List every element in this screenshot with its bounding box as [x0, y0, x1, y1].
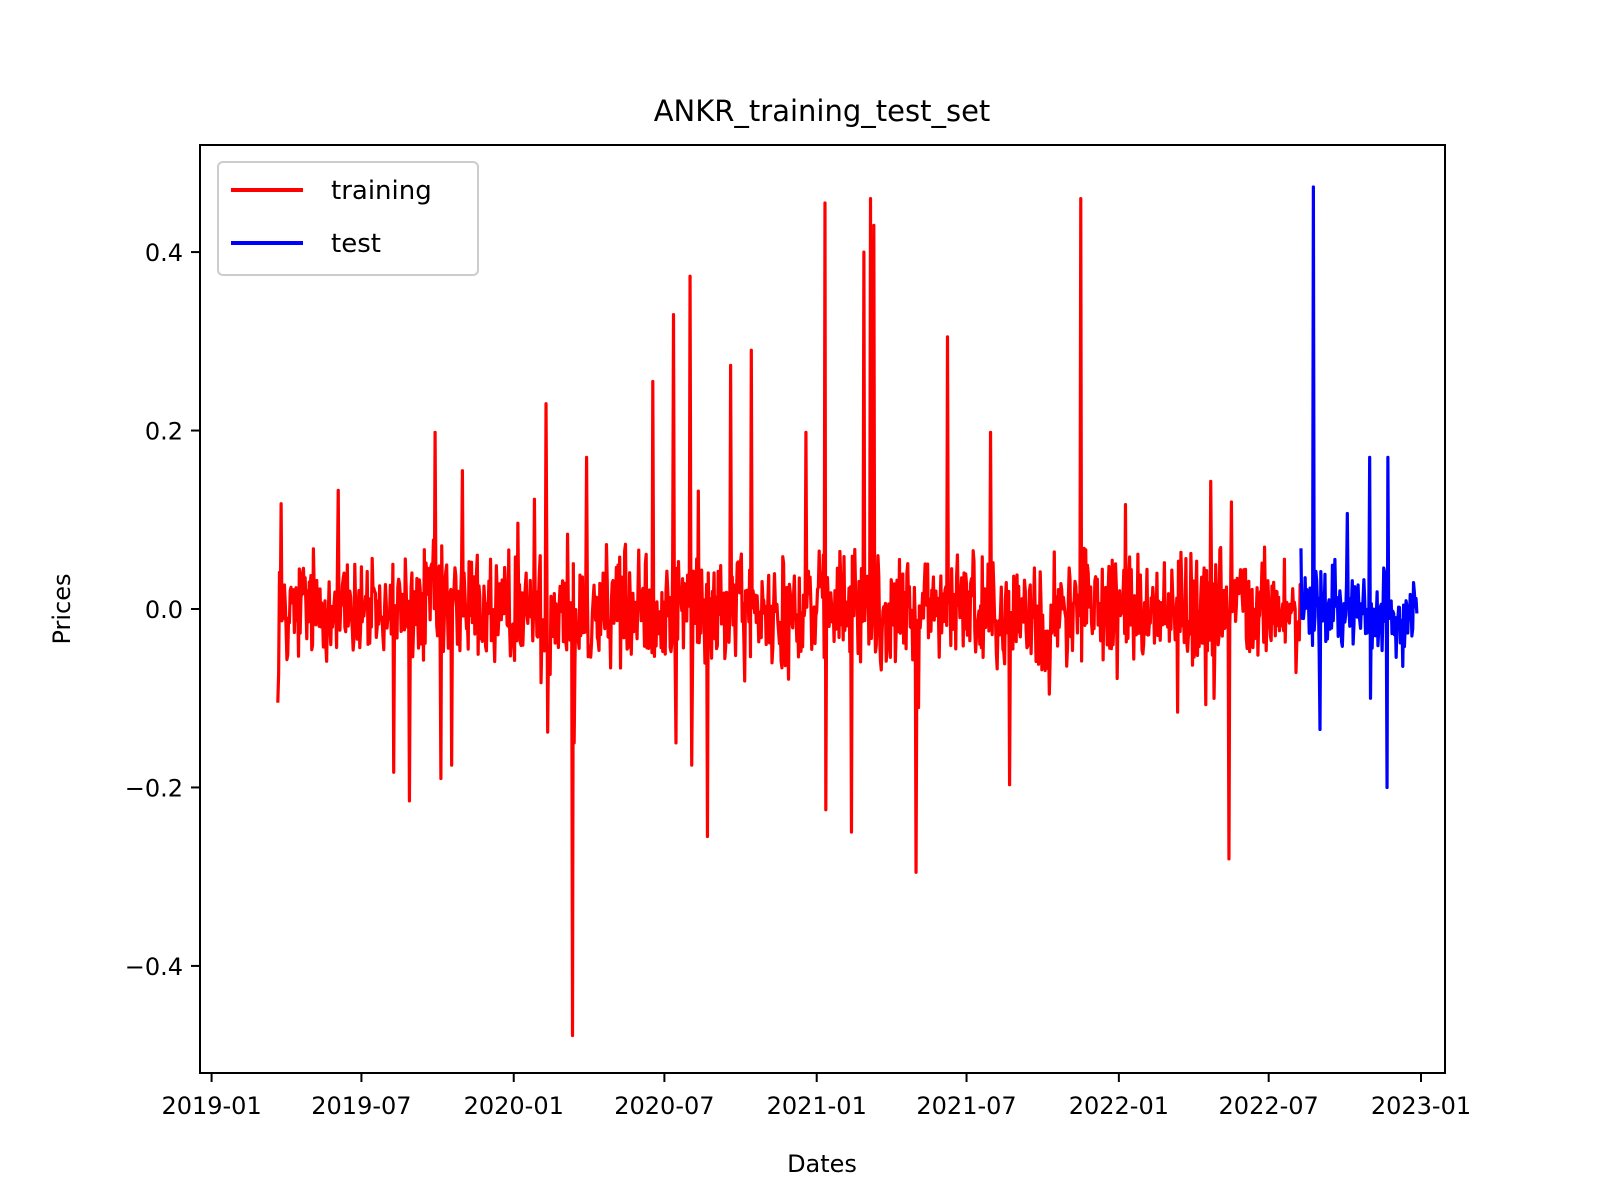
y-tick-label: 0.0 — [145, 596, 183, 624]
chart-title: ANKR_training_test_set — [654, 94, 991, 128]
y-tick-label: −0.2 — [125, 774, 183, 802]
x-tick-label: 2022-01 — [1069, 1092, 1169, 1120]
x-tick-label: 2020-01 — [464, 1092, 564, 1120]
x-tick-label: 2021-01 — [767, 1092, 867, 1120]
legend-label-training: training — [331, 176, 432, 206]
plot-area — [276, 185, 1419, 1038]
y-tick-label: −0.4 — [125, 953, 183, 981]
series-line-training — [276, 196, 1302, 1038]
x-tick-label: 2019-01 — [161, 1092, 261, 1120]
legend-label-test: test — [331, 229, 381, 259]
y-tick-label: 0.4 — [145, 239, 183, 267]
series-line-test — [1299, 185, 1419, 790]
x-axis: 2019-01 2019-07 2020-01 2020-07 2021-01 2021-… — [161, 1073, 1471, 1120]
x-tick-label: 2023-01 — [1371, 1092, 1471, 1120]
x-tick-label: 2021-07 — [916, 1092, 1016, 1120]
y-axis: −0.4 −0.2 0.0 0.2 0.4 — [125, 239, 200, 981]
y-tick-label: 0.2 — [145, 418, 183, 446]
x-tick-label: 2019-07 — [311, 1092, 411, 1120]
y-axis-label: Prices — [48, 573, 76, 644]
x-tick-label: 2020-07 — [614, 1092, 714, 1120]
legend: training test — [217, 161, 479, 276]
x-tick-label: 2022-07 — [1219, 1092, 1319, 1120]
x-axis-label: Dates — [787, 1150, 857, 1178]
